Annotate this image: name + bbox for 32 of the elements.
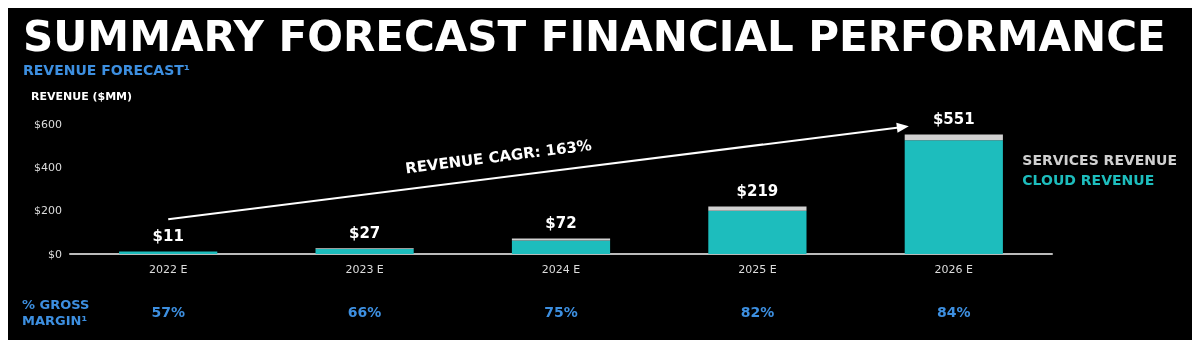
chart-title: SUMMARY FORECAST FINANCIAL PERFORMANCE bbox=[23, 11, 1166, 61]
text: 82% bbox=[740, 304, 775, 320]
bar bbox=[708, 210, 807, 254]
x-tick-label: 2024 E bbox=[541, 263, 581, 276]
text: % GROSS MARGIN¹ bbox=[22, 296, 90, 328]
y-tick-label: $600 bbox=[34, 117, 62, 131]
bar bbox=[904, 140, 1003, 254]
y-tick-label: $0 bbox=[48, 247, 62, 261]
x-tick-label: 2022 E bbox=[148, 263, 188, 276]
x-tick-label: 2023 E bbox=[345, 263, 384, 276]
total-label: $219 bbox=[736, 182, 779, 201]
x-tick-label: 2025 E bbox=[738, 263, 777, 276]
text: 84% bbox=[937, 304, 971, 320]
total-label: $72 bbox=[545, 213, 577, 232]
series-label: CLOUD REVENUE bbox=[1022, 172, 1155, 188]
bar bbox=[708, 206, 807, 211]
text: 66% bbox=[347, 304, 382, 320]
total-label: $11 bbox=[152, 227, 184, 246]
total-label: $27 bbox=[348, 223, 381, 242]
total-label: $551 bbox=[932, 110, 975, 129]
bar bbox=[511, 240, 611, 254]
bar bbox=[315, 249, 414, 254]
chart-subtitle: REVENUE FORECAST¹ bbox=[23, 62, 190, 78]
x-tick-label: 2026 E bbox=[934, 263, 974, 276]
text: 75% bbox=[544, 304, 578, 320]
series-label: SERVICES REVENUE bbox=[1022, 152, 1177, 168]
text: 57% bbox=[151, 304, 185, 320]
y-tick-label: $200 bbox=[34, 204, 62, 218]
annotation: REVENUE CAGR: 163% bbox=[404, 136, 593, 178]
y-tick-label: $400 bbox=[34, 160, 62, 174]
y-axis-title: REVENUE ($MM) bbox=[31, 90, 133, 103]
bar bbox=[511, 238, 611, 241]
